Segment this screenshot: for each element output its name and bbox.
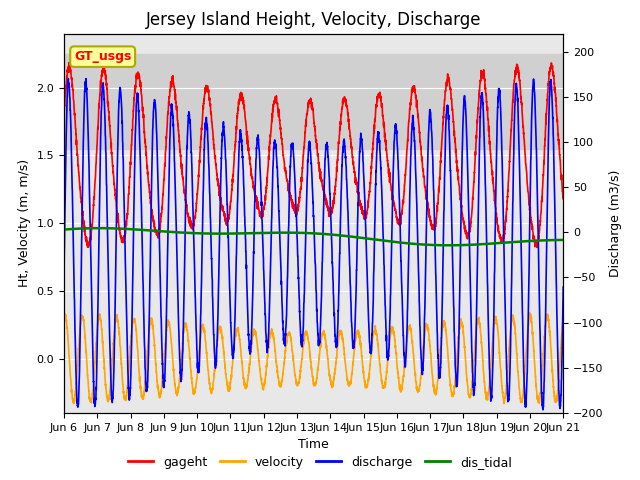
dis_tidal: [117, 226, 125, 231]
velocity: [70, 401, 77, 407]
velocity: [559, 319, 567, 324]
discharge: [117, 95, 125, 100]
Title: Jersey Island Height, Velocity, Discharge: Jersey Island Height, Velocity, Discharg…: [146, 11, 481, 29]
Legend: gageht, velocity, discharge, dis_tidal: gageht, velocity, discharge, dis_tidal: [123, 451, 517, 474]
discharge: [559, 284, 567, 290]
gageht: [273, 101, 281, 107]
discharge: [550, 152, 557, 158]
dis_tidal: [559, 237, 567, 243]
dis_tidal: [496, 240, 504, 246]
Line: velocity: velocity: [64, 312, 563, 404]
dis_tidal: [445, 242, 452, 248]
Y-axis label: Discharge (m3/s): Discharge (m3/s): [609, 169, 622, 277]
discharge: [539, 407, 547, 413]
Line: dis_tidal: dis_tidal: [64, 228, 563, 245]
gageht: [117, 236, 125, 241]
discharge: [147, 229, 155, 235]
Text: GT_usgs: GT_usgs: [74, 50, 131, 63]
discharge: [496, 89, 504, 95]
Line: gageht: gageht: [64, 62, 563, 247]
discharge: [252, 167, 259, 173]
gageht: [147, 198, 155, 204]
dis_tidal: [95, 225, 103, 231]
Bar: [64, 54, 563, 149]
Y-axis label: Ht, Velocity (m, m/s): Ht, Velocity (m, m/s): [18, 159, 31, 287]
velocity: [60, 318, 68, 324]
gageht: [559, 196, 567, 202]
velocity: [496, 354, 504, 360]
velocity: [117, 356, 125, 361]
velocity: [273, 370, 281, 375]
gageht: [550, 72, 557, 78]
dis_tidal: [147, 228, 155, 233]
velocity: [525, 310, 533, 315]
gageht: [252, 198, 259, 204]
discharge: [65, 76, 72, 82]
X-axis label: Time: Time: [298, 438, 329, 451]
gageht: [496, 233, 504, 239]
gageht: [65, 60, 73, 65]
velocity: [550, 386, 557, 392]
Line: discharge: discharge: [64, 79, 563, 410]
dis_tidal: [252, 230, 259, 236]
velocity: [252, 329, 259, 335]
gageht: [533, 244, 541, 250]
discharge: [60, 272, 68, 277]
discharge: [273, 164, 281, 169]
velocity: [147, 321, 155, 327]
gageht: [60, 113, 68, 119]
dis_tidal: [60, 227, 68, 232]
dis_tidal: [550, 237, 557, 243]
dis_tidal: [273, 230, 281, 236]
